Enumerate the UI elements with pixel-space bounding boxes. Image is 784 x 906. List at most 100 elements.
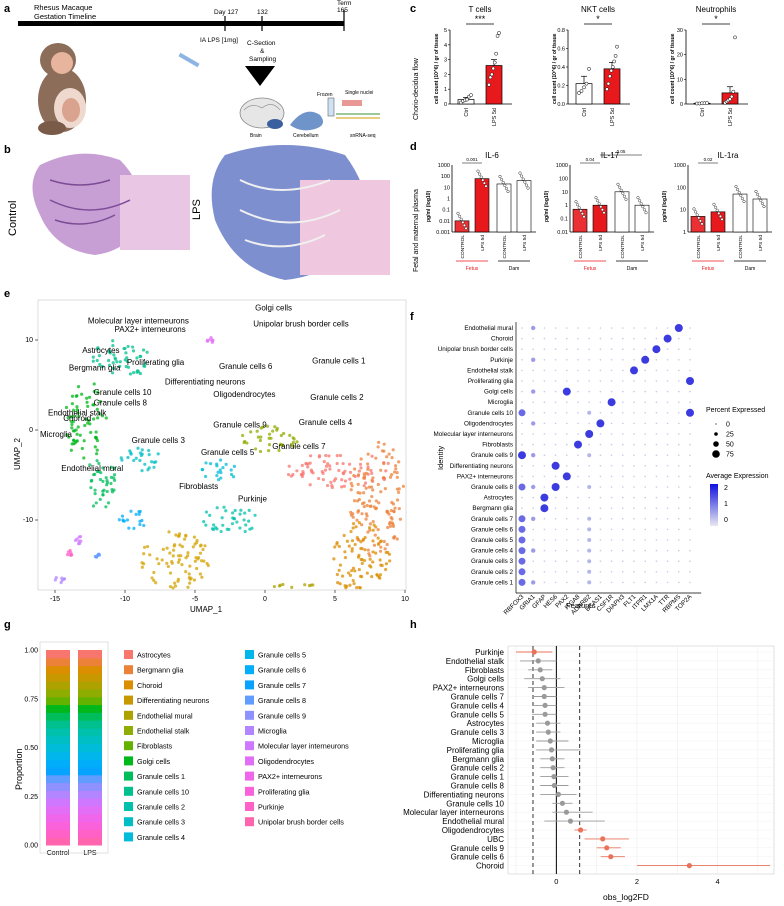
c-point (495, 34, 500, 38)
dotplot-dot (666, 380, 669, 382)
umap-point (393, 506, 397, 510)
dotplot-dot (689, 581, 691, 584)
fc-row-label: Granule cells 10 (446, 799, 504, 808)
proportion-segment (78, 767, 102, 776)
umap-point (388, 559, 392, 563)
umap-point (362, 504, 366, 509)
umap-point (235, 520, 239, 524)
d-ytick-label: 1000 (556, 163, 568, 169)
umap-point (111, 366, 115, 371)
umap-point (95, 469, 99, 474)
umap-point (324, 453, 328, 458)
c-point (731, 89, 736, 94)
dotplot-dot (521, 380, 523, 382)
d-pval: 0.001 (466, 157, 478, 162)
umap-cluster-label: Granule cells 10 (94, 388, 152, 397)
umap-point (85, 400, 89, 404)
dotplot-dot (518, 557, 526, 565)
dotplot-dot (577, 496, 579, 499)
dotplot-dot (543, 401, 546, 404)
umap-point (124, 351, 128, 355)
umap-point (215, 473, 219, 478)
dotplot-dot (554, 401, 557, 404)
legend-swatch (124, 817, 133, 827)
dotplot-dot (577, 348, 579, 351)
dotplot-dot (633, 486, 635, 488)
dotplot-dot (521, 348, 523, 351)
c-point (606, 81, 611, 86)
umap-point (324, 464, 329, 468)
fc-point (550, 765, 556, 771)
dotplot-dot (588, 422, 590, 425)
cerebellum-label: Cerebellum (293, 133, 319, 139)
dotplot-dot (543, 412, 546, 414)
panel-d: Fetal and maternal plasma IL-6 pg/ml (log… (413, 149, 772, 272)
proportion-segment (78, 829, 102, 838)
umap-cluster-label: Endothelial mural (61, 464, 123, 473)
dotplot-dot (532, 560, 534, 562)
dotplot-dot (610, 528, 613, 531)
umap-point (230, 522, 234, 526)
dotplot-identity-label: Proliferating glia (468, 378, 514, 385)
dotplot-dot (599, 443, 602, 446)
fc-point (563, 809, 570, 815)
d-point (478, 172, 482, 176)
legend-swatch (124, 710, 133, 720)
dotplot-dot (554, 581, 557, 584)
dotplot-dot (678, 380, 680, 382)
umap-point (387, 452, 391, 456)
proportion-segment (46, 813, 70, 823)
dotplot-dot (666, 465, 669, 467)
dotplot-dot (577, 539, 579, 541)
c-chart-nkt: NKT cells cell count (10^6) / gr of tissu… (552, 5, 630, 126)
dotplot-dot (622, 401, 624, 404)
dotplot-dot (599, 486, 602, 488)
pct-legend-label: 25 (726, 432, 734, 439)
dotplot-dot (689, 496, 691, 499)
dotplot-dot (599, 549, 602, 552)
proportion-segment (78, 728, 102, 737)
umap-point (369, 485, 374, 489)
umap-point (335, 453, 339, 458)
umap-point (120, 514, 125, 518)
umap-point (341, 461, 345, 466)
proportion-segment (46, 821, 70, 830)
legend-label: Differentiating neurons (137, 696, 210, 705)
d-ytick-label: 1 (447, 197, 450, 203)
umap-point (140, 469, 144, 473)
umap-point (376, 445, 380, 449)
umap-point (188, 577, 192, 581)
c-title: NKT cells (581, 5, 615, 14)
d-xtick-label: LPS 5d (758, 235, 764, 251)
dotplot-dot (655, 465, 658, 467)
umap-point (182, 537, 187, 541)
umap-point (216, 470, 220, 474)
umap-point (94, 452, 99, 456)
dotplot-dot (532, 571, 534, 573)
umap-point (129, 452, 133, 456)
pct-legend-label: 50 (726, 442, 734, 449)
d-point (597, 202, 601, 206)
d-point (756, 193, 760, 197)
dotplot-dot (652, 345, 661, 354)
umap-point (78, 433, 82, 437)
umap-cluster-label: Fibroblasts (179, 482, 218, 491)
dotplot-dot (577, 337, 579, 340)
umap-point (140, 452, 144, 456)
umap-point (216, 478, 221, 482)
dotplot-dot (610, 337, 613, 340)
fc-point (551, 774, 557, 780)
c-chart-neutrophils: Neutrophils cell count (10^6) / gr of tis… (670, 5, 748, 126)
umap-point (138, 519, 142, 523)
dotplot-dot (622, 348, 624, 351)
dotplot-dot (521, 337, 523, 340)
umap-point (168, 571, 173, 575)
dotplot-dot (531, 484, 536, 490)
umap-point (333, 545, 337, 549)
umap-point (232, 464, 237, 468)
umap-point (352, 581, 356, 586)
umap-point (363, 481, 368, 485)
umap-point (360, 561, 364, 565)
dotplot-dot (622, 581, 624, 584)
d-point (641, 205, 645, 209)
